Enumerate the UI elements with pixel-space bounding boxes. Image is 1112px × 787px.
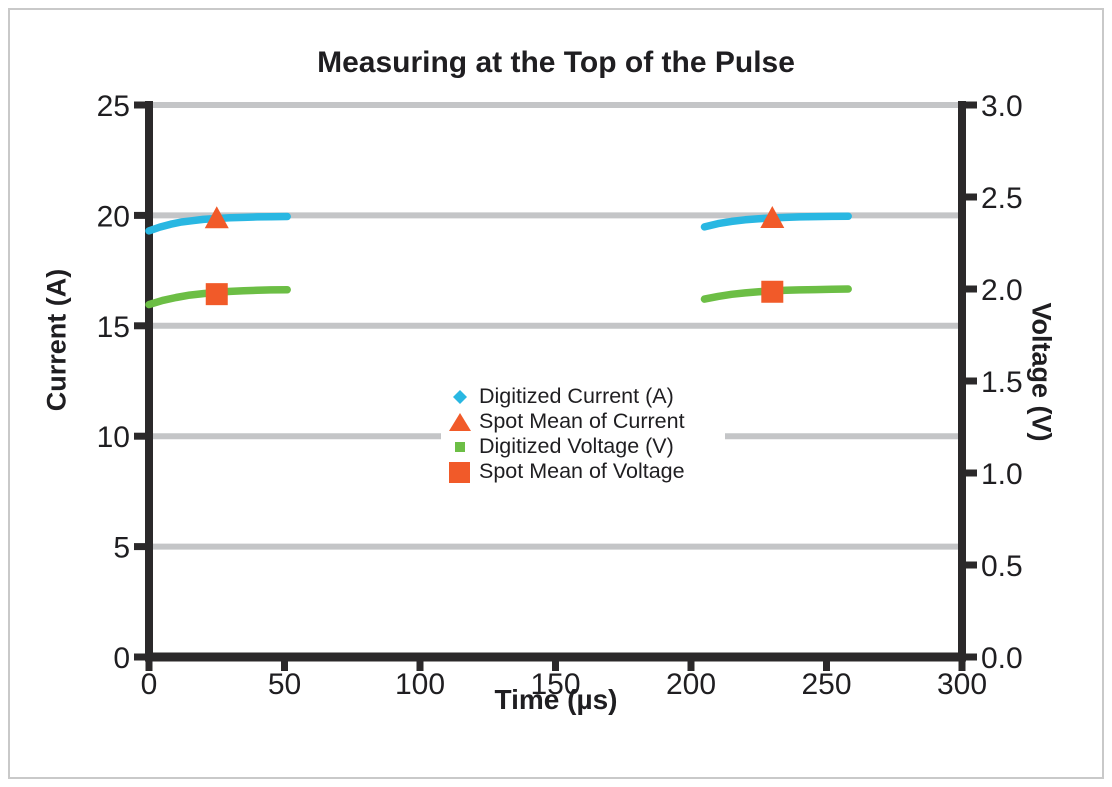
legend-item: Spot Mean of Current [441,409,725,434]
x-axis-label: Time (µs) [494,684,618,715]
legend: Digitized Current (A) Spot Mean of Curre… [441,375,725,493]
legend-item: Spot Mean of Voltage [441,459,725,484]
y-right-tick-label: 1.5 [981,366,1023,399]
legend-item-label: Spot Mean of Voltage [479,459,685,483]
legend-item-label: Digitized Voltage (V) [479,434,674,458]
y-axis-label-right: Voltage (V) [1026,302,1057,442]
legend-large-square-icon [449,461,470,483]
x-tick-label: 100 [395,668,445,701]
y-left-tick-label: 15 [97,311,130,344]
y-right-tick-label: 2.0 [981,274,1023,307]
legend-diamond-icon [453,389,467,404]
legend-item: Digitized Voltage (V) [441,434,725,459]
x-tick-label: 50 [268,668,301,701]
y-left-tick-label: 25 [97,90,130,123]
x-tick-label: 250 [801,668,851,701]
spot-mean-square-marker [205,283,228,306]
y-left-tick-label: 20 [97,200,130,233]
y-left-tick-label: 10 [97,421,130,454]
y-axis-label-left: Current (A) [41,268,72,412]
legend-triangle-icon [449,412,471,431]
legend-item-label: Digitized Current (A) [479,384,674,408]
chart-title: Measuring at the Top of the Pulse [317,46,795,79]
x-tick-label: 150 [530,668,580,701]
y-right-tick-label: 3.0 [981,90,1023,123]
y-right-tick-label: 0.5 [981,550,1023,583]
spot-mean-square-marker [761,280,784,303]
y-right-tick-label: 2.5 [981,182,1023,215]
y-right-tick-label: 0.0 [981,642,1023,675]
legend-item: Digitized Current (A) [441,384,725,409]
spot-mean-triangle-marker [204,206,229,229]
x-tick-label: 200 [666,668,716,701]
y-left-tick-label: 0 [113,642,130,675]
y-left-tick-label: 5 [113,532,130,565]
legend-item-label: Spot Mean of Current [479,409,685,433]
spot-mean-triangle-marker [760,206,785,229]
x-tick-label: 0 [141,668,158,701]
x-tick-label: 300 [937,668,987,701]
legend-small-square-icon [455,441,465,452]
y-right-tick-label: 1.0 [981,458,1023,491]
